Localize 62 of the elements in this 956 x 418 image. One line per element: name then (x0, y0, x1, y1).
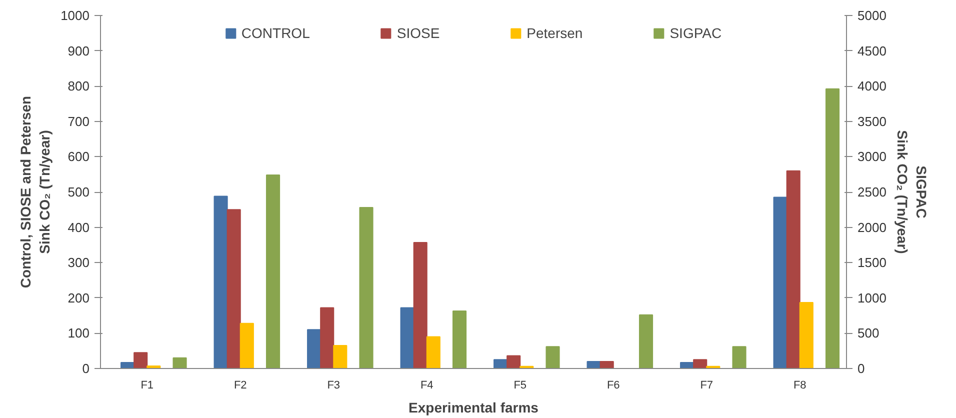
x-tick-label: F5 (514, 380, 527, 392)
y-axis-title: Control, SIOSE and Petersen Sink CO₂ (Tn/year) (17, 96, 53, 288)
legend-label: SIOSE (396, 25, 440, 41)
y2-tick-label: 0 (858, 361, 865, 376)
bar (226, 209, 241, 368)
bar (600, 360, 614, 368)
legend-label: CONTROL (241, 25, 310, 41)
x-axis-title: Experimental farms (408, 400, 539, 416)
x-tick-label: F3 (327, 380, 340, 392)
x-tick-label: F4 (420, 380, 434, 392)
bar (773, 196, 788, 368)
y2-tick-label: 1500 (858, 255, 886, 270)
bar (172, 357, 187, 368)
bar (732, 346, 746, 368)
bar (333, 345, 348, 368)
y-tick-label: 0 (82, 361, 90, 376)
y2-tick-label: 4000 (858, 78, 886, 94)
bar (786, 170, 800, 368)
y-tick-label: 300 (68, 255, 90, 270)
bar (506, 355, 521, 368)
bar (494, 359, 508, 368)
x-tick-label: F1 (140, 380, 154, 392)
bar (799, 302, 814, 368)
legend-label: SIGPAC (670, 25, 722, 41)
x-tick-label: F6 (606, 380, 620, 392)
y-tick-label: 200 (68, 290, 90, 306)
y-tick-label: 900 (68, 43, 90, 58)
y2-tick-label: 2500 (858, 184, 886, 200)
x-tick-label: F7 (700, 380, 714, 392)
bar (638, 314, 654, 368)
x-tick-label: F2 (234, 380, 247, 392)
bar (266, 174, 280, 368)
y2-tick-label: 1000 (858, 290, 886, 306)
y2-tick-label: 3000 (858, 149, 886, 164)
bar (214, 196, 228, 368)
y-tick-label: 500 (68, 184, 90, 200)
bar (320, 307, 334, 368)
legend-label: Petersen (526, 25, 583, 41)
bar (307, 329, 322, 368)
y-tick-label: 600 (68, 149, 90, 164)
bar (452, 310, 467, 368)
y-tick-label: 100 (68, 326, 90, 341)
bar (825, 88, 840, 368)
bar (413, 242, 428, 368)
y-tick-label: 1000 (60, 8, 90, 23)
y2-tick-label: 2000 (858, 220, 886, 235)
y2-tick-label: 3500 (858, 114, 886, 129)
y-tick-label: 700 (68, 114, 90, 129)
bar (546, 346, 560, 368)
y2-tick-label: 5000 (858, 8, 886, 23)
bar (359, 207, 374, 368)
y-tick-label: 400 (68, 220, 90, 235)
y2-axis-title: SIGPAC Sink CO₂ (Tn/year) (894, 130, 930, 254)
bar (693, 359, 708, 368)
bar (400, 307, 414, 368)
bar (426, 336, 440, 368)
x-tick-label: F8 (793, 380, 806, 392)
y2-tick-label: 4500 (858, 43, 886, 58)
y-tick-label: 800 (68, 78, 90, 94)
bar (240, 322, 254, 368)
bar (134, 352, 148, 368)
y2-tick-label: 500 (858, 326, 880, 341)
